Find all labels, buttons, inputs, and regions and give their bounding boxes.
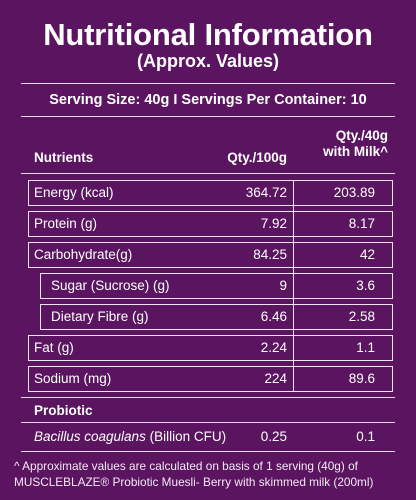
- row-value-carbohydrate-100g: 84.25: [253, 247, 287, 262]
- probiotic-heading: Probiotic: [34, 403, 93, 418]
- table-row: [28, 180, 393, 206]
- row-value-energy-100g: 364.72: [245, 185, 287, 200]
- header-milk-line1: Qty./40g: [335, 128, 388, 143]
- header-nutrients: Nutrients: [34, 150, 94, 165]
- row-value-energy-milk: 203.89: [333, 185, 375, 200]
- divider: [21, 116, 395, 118]
- page-title: Nutritional Information: [43, 17, 373, 52]
- divider: [21, 83, 395, 85]
- row-value-fat-milk: 1.1: [356, 340, 375, 355]
- row-label-dietary-fibre: Dietary Fibre (g): [51, 309, 149, 324]
- row-label-bacillus: Bacillus coagulans (Billion CFU): [34, 429, 226, 445]
- divider: [21, 422, 395, 424]
- row-value-bacillus-100g: 0.25: [260, 429, 287, 444]
- row-value-fibre-milk: 2.58: [348, 309, 375, 324]
- row-label-sugar: Sugar (Sucrose) (g): [51, 278, 170, 293]
- row-label-energy: Energy (kcal): [34, 185, 114, 200]
- table-row: [28, 211, 393, 237]
- header-qty-per-100g: Qty./100g: [227, 150, 287, 165]
- table-row: [40, 273, 393, 299]
- row-label-protein: Protein (g): [34, 216, 98, 231]
- header-qty-with-milk: Qty./40g with Milk^: [300, 128, 388, 160]
- bacillus-unit: (Billion CFU): [145, 429, 227, 444]
- serving-info: Serving Size: 40g I Servings Per Contain…: [49, 92, 367, 108]
- row-value-fat-100g: 2.24: [260, 340, 287, 355]
- row-label-sodium: Sodium (mg): [34, 371, 112, 386]
- divider: [21, 397, 395, 399]
- row-value-carbohydrate-milk: 42: [359, 247, 375, 262]
- page-subtitle: (Approx. Values): [136, 51, 280, 71]
- footnote: ^ Approximate values are calculated on b…: [14, 459, 374, 489]
- row-label-carbohydrate: Carbohydrate(g): [34, 247, 133, 262]
- table-row: [28, 335, 393, 361]
- column-divider: [293, 180, 295, 392]
- table-row: [40, 304, 393, 330]
- table-row: [28, 366, 393, 392]
- row-value-sodium-milk: 89.6: [348, 371, 375, 386]
- bacillus-name: Bacillus coagulans: [34, 429, 146, 444]
- divider: [21, 451, 395, 453]
- header-milk-line2: with Milk^: [323, 144, 388, 159]
- row-value-protein-milk: 8.17: [348, 216, 375, 231]
- divider: [21, 173, 395, 175]
- row-value-fibre-100g: 6.46: [260, 309, 287, 324]
- table-row: [28, 242, 393, 268]
- row-label-fat: Fat (g): [34, 340, 74, 355]
- row-value-bacillus-milk: 0.1: [356, 429, 375, 444]
- row-value-sodium-100g: 224: [264, 371, 287, 386]
- row-value-protein-100g: 7.92: [260, 216, 287, 231]
- row-value-sugar-100g: 9: [279, 278, 287, 293]
- row-value-sugar-milk: 3.6: [356, 278, 375, 293]
